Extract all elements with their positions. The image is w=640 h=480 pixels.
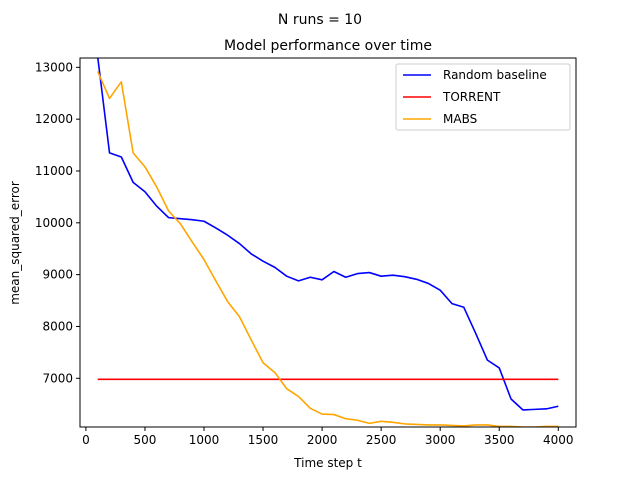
- plot-frame: [79, 57, 577, 428]
- chart-title: Model performance over time: [224, 38, 432, 54]
- x-tick-label: 3000: [425, 433, 456, 447]
- y-tick-label: 11000: [35, 164, 73, 178]
- x-tick-label: 1500: [248, 433, 279, 447]
- x-axis-label: Time step t: [293, 456, 362, 470]
- x-tick-label: 2000: [307, 433, 338, 447]
- legend-frame: [395, 63, 571, 131]
- y-axis-label: mean_squared_error: [8, 181, 22, 305]
- y-tick-label: 10000: [35, 216, 73, 230]
- legend-label-mabs: MABS: [443, 112, 477, 126]
- y-tick-label: 9000: [42, 268, 73, 282]
- chart-suptitle: N runs = 10: [278, 12, 362, 28]
- series-layer: [96, 58, 559, 427]
- legend-label-torrent: TORRENT: [442, 90, 501, 104]
- y-tick-label: 13000: [35, 60, 73, 74]
- plot-area: [79, 57, 577, 428]
- x-axis-ticks: 0 500 1000 1500 2000 2500 3000 3500 4000: [82, 427, 574, 447]
- y-tick-label: 8000: [42, 319, 73, 333]
- x-tick-label: 3500: [484, 433, 515, 447]
- x-tick-label: 2500: [366, 433, 397, 447]
- legend: Random baseline TORRENT MABS: [395, 63, 571, 131]
- series-line-mabs: [96, 71, 559, 427]
- x-tick-label: 500: [133, 433, 156, 447]
- x-tick-label: 0: [82, 433, 90, 447]
- x-tick-label: 1000: [189, 433, 220, 447]
- x-tick-label: 4000: [543, 433, 574, 447]
- legend-label-random-baseline: Random baseline: [443, 68, 547, 82]
- y-axis-ticks: 7000 8000 9000 10000 11000 12000 13000: [35, 60, 80, 385]
- y-tick-label: 12000: [35, 112, 73, 126]
- y-tick-label: 7000: [42, 371, 73, 385]
